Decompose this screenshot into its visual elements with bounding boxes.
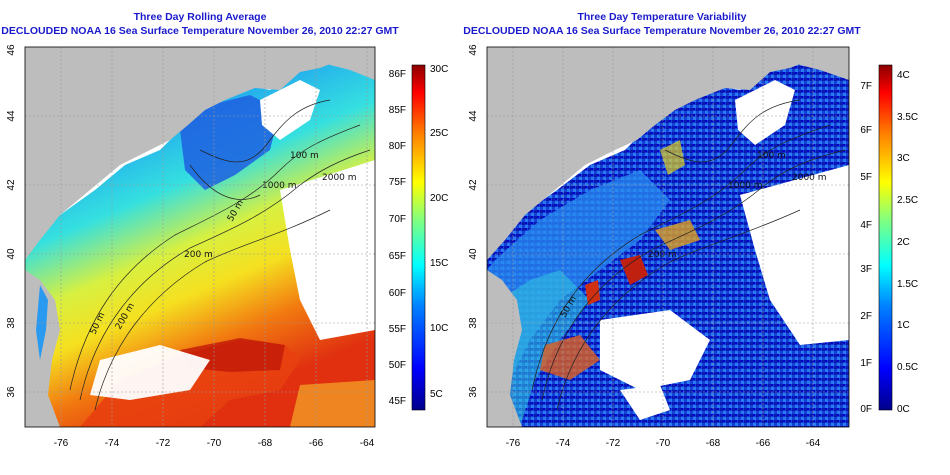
left-map-frame	[24, 46, 376, 428]
contour-label-3: 2000 m	[322, 173, 357, 183]
right-cb-c-label: 1C	[897, 320, 910, 331]
right-x-tick: -70	[656, 438, 671, 449]
left-cb-f-label: 75F	[389, 177, 406, 188]
right-cb-f-label: 0F	[860, 404, 872, 415]
right-cb-f-label: 3F	[860, 264, 872, 275]
left-y-tick: 38	[6, 317, 17, 329]
land-mass	[487, 47, 849, 260]
right-cb-f-label: 4F	[860, 220, 872, 231]
left-subtitle: DECLOUDED NOAA 16 Sea Surface Temperatur…	[1, 25, 399, 37]
right-cb-f-label: 1F	[860, 358, 872, 369]
left-cb-f-label: 86F	[389, 69, 406, 80]
right-x-tick: -72	[606, 438, 621, 449]
left-y-tick: 40	[6, 248, 17, 260]
left-x-axis: -76 -74 -72 -70 -68 -66 -64	[54, 438, 375, 449]
right-cb-c-label: 3.5C	[897, 112, 918, 123]
right-y-tick: 46	[468, 44, 479, 56]
left-x-tick: -66	[309, 438, 324, 449]
left-cb-c-label: 25C	[430, 128, 448, 139]
right-title: Three Day Temperature Variability	[577, 11, 746, 23]
contour-label-r3: 2000 m	[792, 173, 827, 183]
right-y-axis: 46 44 42 40 38 36	[468, 44, 479, 398]
right-map-area: 100 m 1000 m 2000 m 200 m 50 m	[487, 47, 849, 427]
right-x-tick: -76	[506, 438, 521, 449]
right-grid	[487, 47, 849, 427]
right-x-axis: -76 -74 -72 -70 -68 -66 -64	[506, 438, 821, 449]
left-y-axis: 46 44 42 40 38 36	[6, 44, 17, 398]
left-cb-c-label: 15C	[430, 258, 448, 269]
left-cb-f-label: 45F	[389, 396, 406, 407]
left-cb-c-label: 5C	[430, 389, 443, 400]
left-x-tick: -64	[360, 438, 375, 449]
left-map-area: 100 m 1000 m 2000 m 50 m 200 m 50 m 200 …	[25, 47, 375, 427]
left-y-tick: 44	[6, 110, 17, 122]
left-x-tick: -70	[207, 438, 222, 449]
right-cb-f-label: 6F	[860, 125, 872, 136]
right-cb-c-label: 2.5C	[897, 195, 918, 206]
left-cb-f-label: 70F	[389, 214, 406, 225]
left-cb-f-label: 85F	[389, 105, 406, 116]
right-cb-c-label: 1.5C	[897, 279, 918, 290]
left-cb-f-label: 65F	[389, 251, 406, 262]
right-cb-c-label: 0C	[897, 404, 910, 415]
left-x-tick: -74	[105, 438, 120, 449]
right-cb-c-label: 4C	[897, 70, 910, 81]
right-x-tick: -74	[556, 438, 571, 449]
left-cb-f-label: 80F	[389, 141, 406, 152]
contour-label-r1: 100 m	[757, 151, 786, 161]
left-map-panel: Three Day Rolling Average DECLOUDED NOAA…	[1, 11, 448, 449]
right-y-tick: 42	[468, 179, 479, 191]
left-cb-f-label: 50F	[389, 360, 406, 371]
left-cb-c-label: 20C	[430, 193, 448, 204]
right-cb-f-label: 7F	[860, 81, 872, 92]
left-cb-c-label: 30C	[430, 64, 448, 75]
contour-label-1: 100 m	[290, 151, 319, 161]
left-colorbar: 86F 85F 80F 75F 70F 65F 60F 55F 50F 45F …	[389, 64, 448, 411]
left-y-tick: 42	[6, 179, 17, 191]
right-cb-f-label: 2F	[860, 311, 872, 322]
left-y-tick: 36	[6, 386, 17, 398]
right-map-frame	[486, 46, 850, 428]
left-x-tick: -68	[258, 438, 273, 449]
right-y-tick: 40	[468, 248, 479, 260]
contour-label-r4: 200 m	[648, 250, 677, 260]
left-x-tick: -72	[156, 438, 171, 449]
right-x-tick: -64	[806, 438, 821, 449]
right-colorbar: 7F 6F 5F 4F 3F 2F 1F 0F 4C 3.5C 3C 2.5C …	[860, 64, 918, 415]
contour-label-r2: 1000 m	[728, 181, 763, 191]
left-cb-c-label: 10C	[430, 323, 448, 334]
left-cb-f-label: 55F	[389, 324, 406, 335]
right-cb-c-label: 0.5C	[897, 362, 918, 373]
sst-water	[25, 55, 375, 427]
left-colorbar-gradient	[411, 64, 426, 411]
contour-label-2: 1000 m	[262, 181, 297, 191]
right-y-tick: 38	[468, 317, 479, 329]
left-y-tick: 46	[6, 44, 17, 56]
left-grid	[25, 47, 375, 427]
left-title: Three Day Rolling Average	[134, 11, 267, 23]
left-x-tick: -76	[54, 438, 69, 449]
right-cb-c-label: 3C	[897, 153, 910, 164]
right-subtitle: DECLOUDED NOAA 16 Sea Surface Temperatur…	[463, 25, 861, 37]
land-mass	[25, 47, 375, 260]
left-cb-f-label: 60F	[389, 288, 406, 299]
right-y-tick: 44	[468, 110, 479, 122]
right-y-tick: 36	[468, 386, 479, 398]
contour-label-5: 200 m	[184, 250, 213, 260]
right-colorbar-gradient	[878, 64, 893, 411]
right-cb-c-label: 2C	[897, 237, 910, 248]
right-cb-f-label: 5F	[860, 172, 872, 183]
right-x-tick: -68	[706, 438, 721, 449]
right-x-tick: -66	[756, 438, 771, 449]
right-map-panel: Three Day Temperature Variability DECLOU…	[463, 11, 918, 449]
